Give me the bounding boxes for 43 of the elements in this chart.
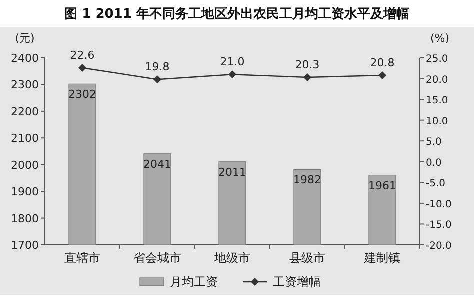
legend-label: 工资增幅 [273, 275, 321, 289]
point [228, 70, 236, 79]
point [378, 71, 386, 80]
y2-tick-label: -10.0 [426, 199, 452, 210]
y2-tick-label: -5.0 [426, 178, 446, 190]
data-label: 2041 [144, 158, 172, 171]
x-tick-label: 地级市 [214, 251, 250, 265]
y2-tick-label: -20.0 [426, 241, 452, 252]
point [78, 64, 86, 72]
y-tick-label: 1800 [11, 212, 39, 226]
data-label: 2302 [68, 88, 96, 102]
data-label: 19.8 [145, 60, 170, 74]
legend-label: 月均工资 [170, 275, 218, 289]
data-label: 22.6 [70, 48, 95, 62]
y2-tick-label: 0.0 [426, 158, 442, 169]
data-label: 21.0 [220, 56, 245, 69]
point [304, 74, 312, 82]
point [154, 76, 162, 84]
y-tick-label: 2400 [11, 52, 39, 65]
data-label: 2011 [218, 166, 246, 179]
x-tick-label: 直辖市 [64, 251, 100, 265]
y-tick-label: 2100 [11, 132, 39, 146]
y-tick-label: 2200 [11, 105, 39, 118]
y2-tick-label: 5.0 [426, 137, 442, 148]
data-label: 1982 [294, 174, 322, 187]
y-tick-label: 1700 [11, 239, 39, 252]
y2-axis-title: (%) [430, 32, 450, 45]
x-tick-label: 建制镇 [364, 251, 400, 265]
y2-tick-label: 20.0 [426, 74, 448, 86]
y2-tick-label: 25.0 [426, 54, 448, 65]
y-tick-label: 1900 [11, 186, 39, 199]
y2-tick-label: -15.0 [426, 220, 452, 232]
x-tick-label: 省会城市 [134, 251, 182, 265]
y-tick-label: 2000 [11, 158, 39, 172]
chart-title: 图 1 2011 年不同务工地区外出农民工月均工资水平及增幅 [64, 7, 410, 22]
y-tick-label: 2300 [11, 78, 39, 92]
x-tick-label: 县级市 [290, 251, 326, 265]
y2-tick-label: 10.0 [426, 116, 448, 128]
data-label: 20.3 [295, 58, 320, 72]
data-label: 20.8 [370, 56, 395, 70]
data-label: 1961 [368, 179, 396, 192]
y2-tick-label: 15.0 [426, 96, 448, 107]
y-axis-title: (元) [15, 32, 35, 45]
